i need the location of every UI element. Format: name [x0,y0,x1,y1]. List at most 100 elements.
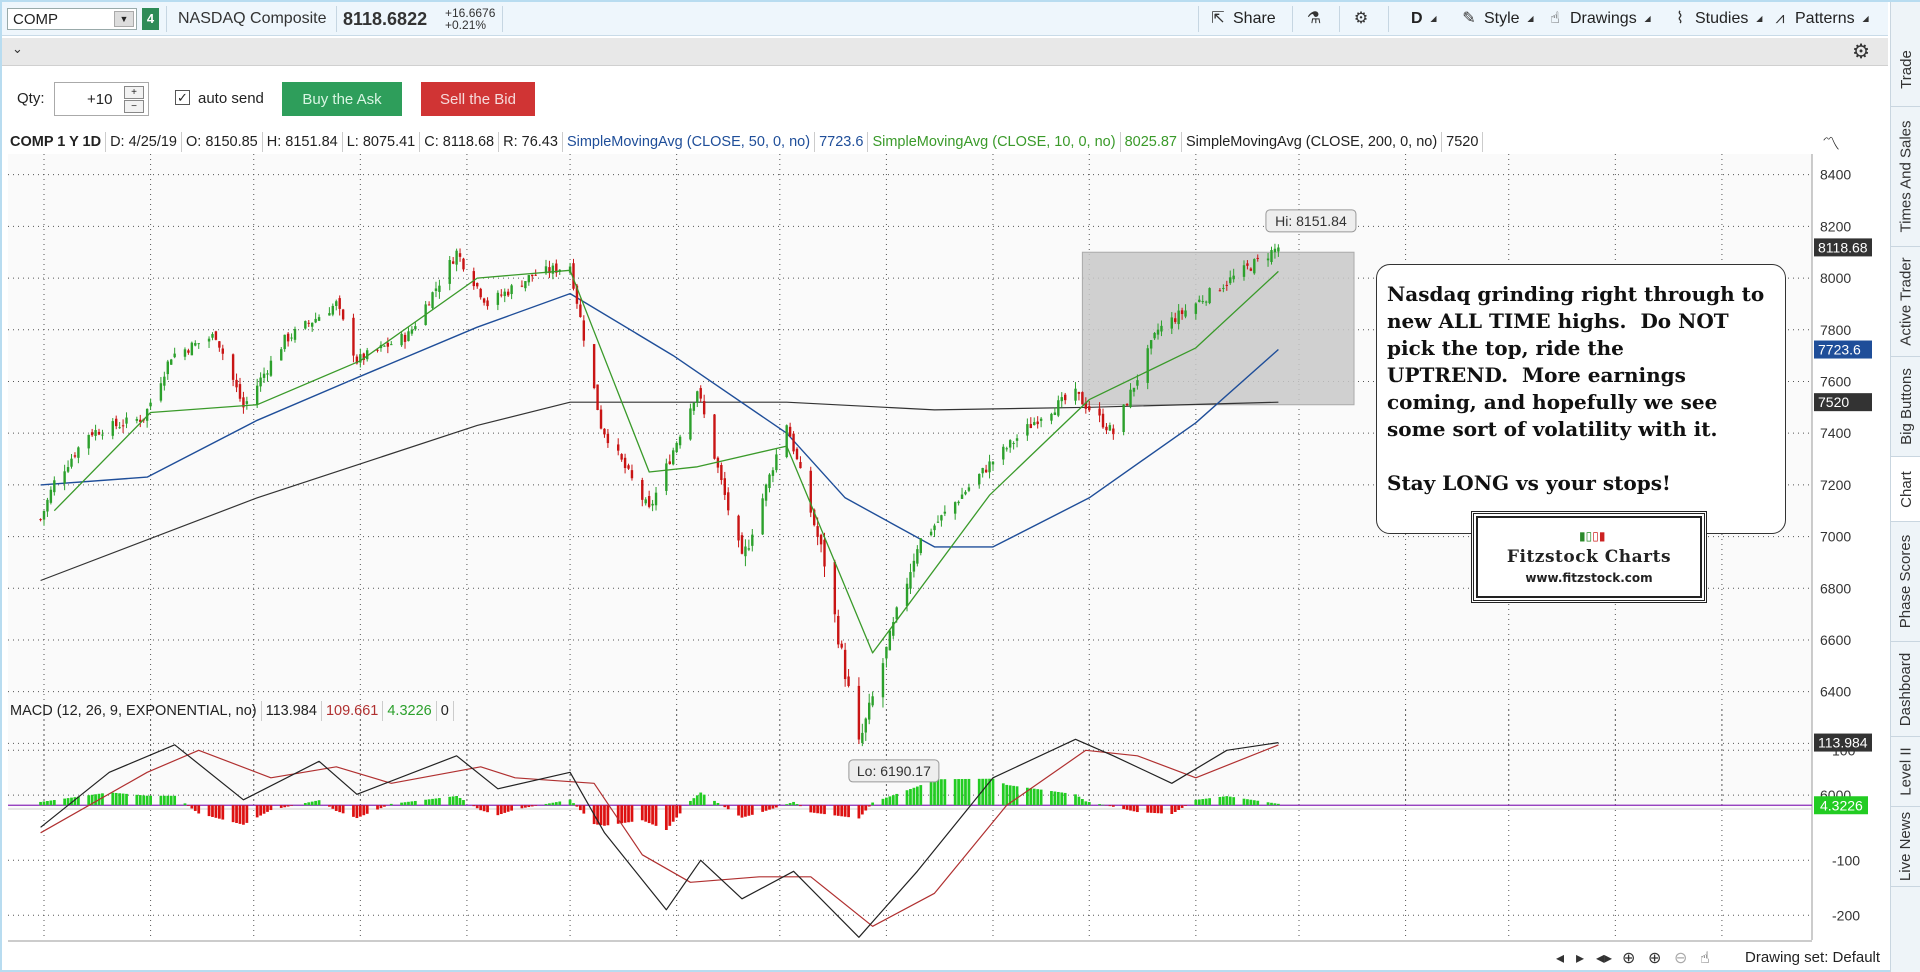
scroll-right-icon[interactable]: ▸ [1576,950,1585,967]
candle-body [881,663,885,698]
macd-histogram-bar [1074,794,1077,806]
macd-histogram-bar [207,805,211,817]
sma50-layer [40,292,1279,548]
sidebar-tab-big-buttons[interactable]: Big Buttons [1891,357,1920,457]
candle-body [555,263,558,273]
macd-histogram-bar [52,800,56,806]
macd-histogram-bar [1249,799,1253,806]
link-group-badge[interactable]: 4 [142,8,159,30]
candle-body [837,615,840,645]
macd-histogram-bar [1039,789,1043,806]
collapse-icon[interactable]: ⌄ [12,41,23,56]
macd-histogram-bar [434,798,438,806]
macd-info-bar: MACD (12, 26, 9, EXPONENTIAL, no) 113.98… [6,701,454,721]
candle-body [1005,448,1008,450]
candle-body [338,298,341,309]
style-button[interactable]: ✎ Style ◢ [1459,8,1533,30]
candle-body [579,304,582,318]
chart-settings-button[interactable]: ⚙ [1351,8,1376,30]
macd-histogram-bar [548,803,551,806]
symbol-selector[interactable]: COMP ▼ [7,8,137,30]
sidebar-tab-level-ii[interactable]: Level II [1891,737,1920,807]
sidebar-tab-trade[interactable]: Trade [1891,32,1920,107]
scroll-left-icon[interactable]: ◂ [1556,950,1565,967]
candle-body [799,461,802,469]
candle-body [919,538,922,554]
candle-body [500,294,503,296]
decrement-icon[interactable]: − [124,100,144,113]
increment-icon[interactable]: + [124,86,144,99]
candle-body [696,391,699,403]
studies-button[interactable]: ⌇ Studies ◢ [1670,8,1762,30]
sidebar-tab-dashboard[interactable]: Dashboard [1891,642,1920,737]
pan-hand-icon[interactable]: ☝ [1700,950,1710,967]
sell-the-bid-button[interactable]: Sell the Bid [421,82,535,116]
auto-send-checkbox[interactable]: ✓ [175,90,190,105]
aggregation-button[interactable]: D ◢ [1411,8,1437,30]
lo-label-box [848,759,940,783]
qty-label: Qty: [17,90,45,107]
zoom-out-icon[interactable]: ⊖ [1674,950,1688,967]
patterns-button[interactable]: ⩘ Patterns ◢ [1770,8,1868,30]
divider [1198,6,1199,32]
expand-time-icon[interactable]: ◂▸ [1596,950,1613,967]
price-tick-label: 6800 [1820,580,1851,596]
zoom-in-icon[interactable]: ⊕ [1648,950,1662,967]
macd-histogram-bar [1232,797,1236,806]
macd-legend[interactable]: MACD (12, 26, 9, EXPONENTIAL, no) [6,701,262,721]
candle-body [173,353,176,358]
annotation-note[interactable]: Nasdaq grinding right through to new ALL … [1376,264,1786,534]
candle-body [892,622,895,636]
macd-histogram-bar [1012,785,1015,806]
drawing-tool-icon[interactable]: 〽 [1822,134,1840,154]
macd-tick-label: -100 [1832,852,1860,868]
candle-body [871,696,874,706]
candle-body [280,349,283,361]
candle-body [125,417,128,424]
sidebar-tab-phase-scores[interactable]: Phase Scores [1891,522,1920,642]
sma10-legend[interactable]: SimpleMovingAvg (CLOSE, 10, 0, no) [868,132,1121,152]
candle-body [376,349,379,351]
gear-icon[interactable]: ⚙ [1852,41,1870,63]
sidebar-tab-label: Level II [1897,747,1915,796]
macd-histogram-bar [1101,804,1105,806]
macd-histogram-bar [159,795,163,806]
candle-body [479,288,482,298]
sidebar-tab-times-and-sales[interactable]: Times And Sales [1891,107,1920,247]
candle-body [328,313,331,316]
buy-the-ask-button[interactable]: Buy the Ask [282,82,402,116]
chart-area[interactable]: 6000620064006600680070007200740076007800… [2,130,1888,972]
macd-histogram-bar [1008,785,1012,806]
macd-histogram-bar [623,805,627,823]
candle-body [905,583,909,607]
quantity-stepper[interactable]: +10 + − [54,82,149,116]
macd-histogram-bar [957,779,960,806]
sma200-legend[interactable]: SimpleMovingAvg (CLOSE, 200, 0, no) [1182,132,1443,152]
sma50-legend[interactable]: SimpleMovingAvg (CLOSE, 50, 0, no) [563,132,816,152]
drawings-button[interactable]: ☝ Drawings ◢ [1545,8,1651,30]
sidebar-tab-active-trader[interactable]: Active Trader [1891,247,1920,357]
macd-histogram-bar [689,800,692,806]
flask-button[interactable]: ⚗ [1304,8,1329,30]
sidebar-tab-chart[interactable]: Chart [1891,457,1920,522]
candle-body [665,463,668,491]
macd-histogram-bar [809,805,813,813]
studies-label: Studies [1695,10,1749,27]
axes: 6000620064006600680070007200740076007800… [8,154,1851,946]
candle-body [1026,424,1029,436]
macd-histogram-bar [73,797,77,806]
candle-body [403,334,407,342]
sma10-value: 8025.87 [1121,132,1182,152]
candle-body [341,309,345,320]
info-high: H: 8151.84 [263,132,343,152]
candle-body [238,384,242,399]
symbol-dropdown-icon[interactable]: ▼ [114,11,134,27]
macd-histogram-bar [527,805,531,808]
macd-histogram-bar [118,793,122,806]
share-button[interactable]: ⇱ Share [1208,8,1275,30]
candle-body [785,425,788,458]
time-axis-label: Jul [1495,943,1513,946]
drawing-set-selector[interactable]: Drawing set: Default [1745,949,1881,966]
crosshair-icon[interactable]: ⊕ [1622,950,1636,967]
sidebar-tab-live-news[interactable]: Live News [1891,807,1920,887]
